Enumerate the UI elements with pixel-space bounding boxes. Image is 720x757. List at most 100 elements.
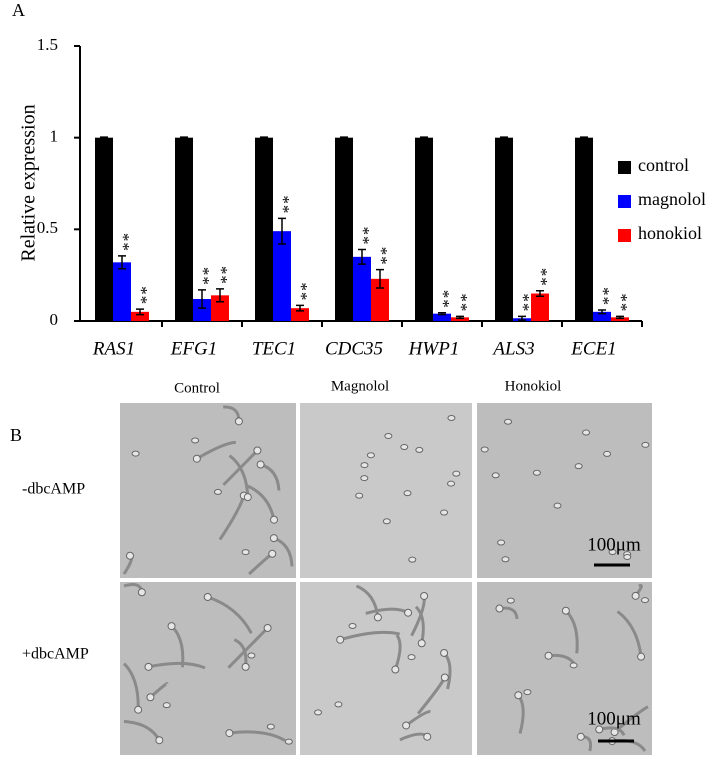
cell xyxy=(334,701,343,708)
cell xyxy=(137,588,146,597)
micrograph xyxy=(477,403,652,578)
legend-swatch xyxy=(618,161,631,174)
cell xyxy=(400,444,409,451)
panel-label: A xyxy=(12,0,25,20)
bar xyxy=(291,308,309,321)
cell xyxy=(126,551,135,560)
bar xyxy=(593,311,611,321)
cell xyxy=(501,556,510,563)
column-header: Control xyxy=(174,380,220,396)
cell xyxy=(641,441,650,448)
cell xyxy=(373,613,382,622)
legend-label: control xyxy=(638,155,689,175)
cell xyxy=(631,591,640,600)
error-bar xyxy=(278,217,286,245)
y-tick-label: 0 xyxy=(50,310,59,329)
significance: ** xyxy=(452,293,471,312)
cell xyxy=(480,446,489,453)
cell xyxy=(360,462,369,469)
cell xyxy=(243,493,252,502)
bar xyxy=(95,137,113,321)
error-bar xyxy=(260,136,268,139)
error-bar xyxy=(136,308,144,316)
cell xyxy=(266,723,275,730)
cell xyxy=(415,446,424,453)
error-bar xyxy=(518,315,526,321)
cell xyxy=(623,553,632,560)
y-tick-label: 1 xyxy=(50,127,59,146)
bar xyxy=(353,256,371,321)
cell xyxy=(234,417,243,426)
cell xyxy=(491,472,500,479)
hypha xyxy=(616,610,643,657)
cell xyxy=(440,648,449,657)
cell xyxy=(270,515,279,524)
micrographs xyxy=(120,403,652,755)
cell xyxy=(384,432,393,439)
column-header: Honokiol xyxy=(505,378,562,394)
cell xyxy=(241,662,250,671)
significance: ** xyxy=(372,247,391,266)
error-bar xyxy=(376,268,384,289)
cell xyxy=(382,518,391,525)
bar xyxy=(131,311,149,321)
bar xyxy=(575,137,593,321)
cell xyxy=(263,623,272,632)
y-tick-label: 1.5 xyxy=(37,35,58,54)
cell xyxy=(576,732,585,741)
cell xyxy=(447,414,456,421)
cell xyxy=(131,450,140,457)
cell xyxy=(544,651,553,660)
cell xyxy=(366,452,375,459)
column-header: Magnolol xyxy=(331,378,389,394)
significance: ** xyxy=(354,227,373,246)
error-bar xyxy=(536,290,544,297)
cell xyxy=(417,639,426,648)
scale-bar-label: 100μm xyxy=(587,708,641,729)
panel-label: B xyxy=(10,425,22,445)
cell xyxy=(637,652,646,661)
cell xyxy=(582,429,591,436)
bar xyxy=(175,137,193,321)
bar xyxy=(415,137,433,321)
cell xyxy=(404,608,413,617)
significance: ** xyxy=(594,287,613,306)
cell xyxy=(241,549,250,556)
error-bar xyxy=(456,315,464,319)
error-bar xyxy=(216,288,224,303)
error-bar xyxy=(100,136,108,139)
cell xyxy=(523,689,532,696)
bar xyxy=(611,317,629,321)
cell xyxy=(440,509,449,516)
cell xyxy=(144,662,153,671)
cell xyxy=(146,693,155,702)
bar xyxy=(531,293,549,321)
cell xyxy=(514,691,523,700)
bar xyxy=(113,262,131,321)
cell xyxy=(640,597,649,604)
error-bar xyxy=(616,315,624,319)
error-bar xyxy=(438,312,446,316)
bar xyxy=(495,137,513,321)
cell xyxy=(355,492,364,499)
cell xyxy=(452,470,461,477)
significance: ** xyxy=(132,286,151,305)
significance: ** xyxy=(532,268,551,287)
error-bar xyxy=(118,255,126,270)
cell xyxy=(167,622,176,631)
cell xyxy=(497,539,506,546)
cell xyxy=(403,490,412,497)
cell xyxy=(506,597,515,604)
x-tick-label: ALS3 xyxy=(491,338,534,359)
cell xyxy=(191,437,200,444)
cell xyxy=(213,488,222,495)
hypha xyxy=(246,484,276,521)
cell xyxy=(134,705,143,714)
hypha xyxy=(122,662,140,710)
legend-swatch xyxy=(618,229,631,242)
hypha xyxy=(414,605,425,644)
cell xyxy=(574,463,583,470)
bar xyxy=(255,137,273,321)
x-tick-label: CDC35 xyxy=(325,338,383,359)
